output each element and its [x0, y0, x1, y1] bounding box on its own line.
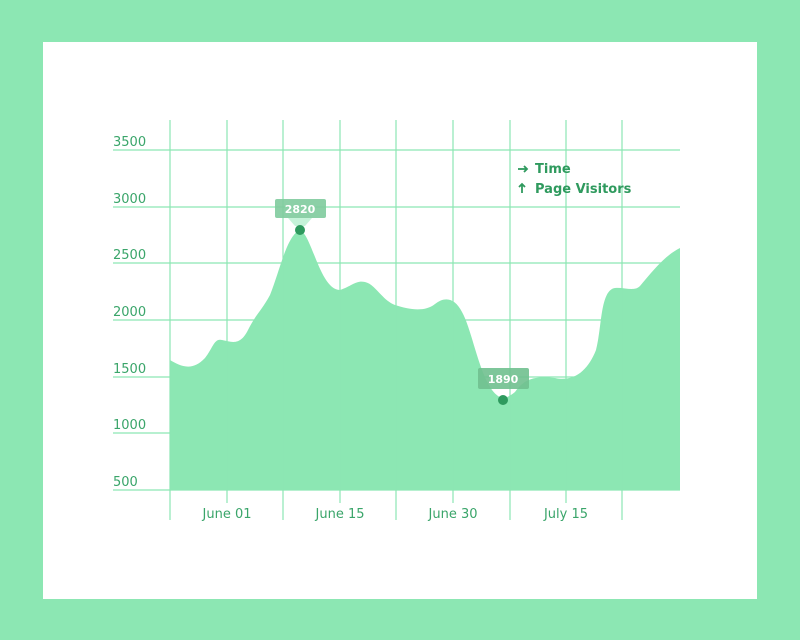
x-tick: June 30: [428, 507, 478, 522]
trough-value: 1890: [488, 373, 519, 386]
trough-tooltip[interactable]: 1890: [478, 368, 529, 405]
x-axis-labels: June 01 June 15 June 30 July 15: [202, 507, 589, 522]
x-tick: June 15: [315, 507, 365, 522]
vertical-gridlines: [169, 120, 623, 520]
x-tick: July 15: [543, 507, 588, 522]
y-tick: 2000: [113, 305, 146, 320]
y-tick: 1500: [113, 362, 146, 377]
trough-marker[interactable]: [498, 395, 508, 405]
peak-value: 2820: [285, 203, 316, 216]
legend-label-time: Time: [535, 162, 571, 177]
y-tick: 2500: [113, 248, 146, 263]
y-axis-labels: 3500 3000 2500 2000 1500 1000 500: [113, 135, 146, 490]
legend-label-page-visitors: Page Visitors: [535, 182, 632, 197]
visitors-area: [170, 230, 680, 490]
peak-marker[interactable]: [295, 225, 305, 235]
y-tick: 3500: [113, 135, 146, 150]
y-tick: 500: [113, 475, 138, 490]
peak-tooltip[interactable]: 2820: [275, 199, 326, 235]
y-tick: 1000: [113, 418, 146, 433]
x-tick: June 01: [202, 507, 252, 522]
arrow-up-icon: [518, 182, 526, 193]
legend: Time Page Visitors: [518, 162, 632, 197]
y-tick: 3000: [113, 192, 146, 207]
arrow-right-icon: [518, 165, 529, 173]
